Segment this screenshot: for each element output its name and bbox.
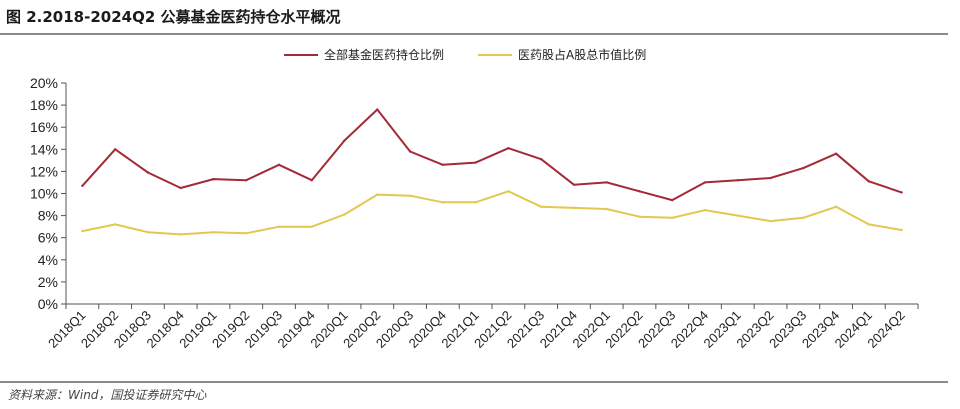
series-line-1 <box>81 108 902 202</box>
series-2-point <box>507 190 510 193</box>
series-2-point <box>539 205 543 208</box>
series-1-point <box>605 181 608 184</box>
series-1-point <box>310 179 313 182</box>
y-axis: 0% 2% 4% 6% 8% 10% 12% 14% 16% 18% 20% <box>30 75 67 312</box>
series-2-point <box>441 201 445 204</box>
series-1-point <box>376 108 379 111</box>
series-1-point <box>179 186 182 190</box>
y-tick-label: 0% <box>38 296 58 312</box>
series-1-point <box>834 152 838 155</box>
y-tick-label: 18% <box>30 97 58 113</box>
series-1-point <box>900 191 903 194</box>
series-2-point <box>146 230 150 234</box>
legend-label-series-1: 全部基金医药持仓比例 <box>324 47 444 62</box>
y-tick-label: 12% <box>30 163 58 179</box>
x-axis: 2018Q12018Q22018Q32018Q42019Q12019Q22019… <box>45 303 919 351</box>
series-1-point <box>212 177 215 181</box>
series-2-point <box>81 229 84 233</box>
series-2-point <box>638 215 641 218</box>
series-1-point <box>572 183 576 186</box>
series-2-point <box>572 206 576 210</box>
series-lines <box>81 108 903 236</box>
series-1-point <box>671 198 674 202</box>
series-1-point <box>408 150 412 153</box>
series-2-point <box>113 223 117 226</box>
series-2-point <box>408 194 412 197</box>
series-2-point <box>605 207 608 211</box>
series-1-point <box>507 146 510 150</box>
series-2-point <box>671 216 674 220</box>
top-rule <box>0 33 948 35</box>
y-tick-label: 8% <box>38 208 58 224</box>
series-1-point <box>245 179 248 182</box>
series-1-point <box>441 163 445 166</box>
series-2-point <box>867 223 871 226</box>
series-1-point <box>736 179 739 182</box>
source-note: 资料来源：Wind，国投证券研究中心 <box>8 388 207 402</box>
series-1-point <box>703 181 707 184</box>
series-line-2 <box>82 190 902 236</box>
y-tick-label: 16% <box>30 119 58 135</box>
series-1-point <box>769 176 772 180</box>
y-tick-label: 20% <box>30 75 58 91</box>
series-2-point <box>474 201 477 204</box>
series-2-point <box>179 233 182 236</box>
series-2-point <box>703 208 707 212</box>
series-1-point <box>474 161 477 164</box>
series-2-point <box>376 193 379 196</box>
y-tick-label: 4% <box>38 252 58 268</box>
series-1-point <box>277 163 281 166</box>
line-chart: 全部基金医药持仓比例 医药股占A股总市值比例 0% 2% 4% 6% 8% 10% 12% 1… <box>30 47 919 351</box>
series-1-point <box>343 139 346 142</box>
y-tick-label: 14% <box>30 141 58 157</box>
legend-label-series-2: 医药股占A股总市值比例 <box>518 47 646 62</box>
series-1-point <box>113 148 117 151</box>
series-1-point <box>802 166 805 170</box>
series-1-point <box>867 180 871 183</box>
series-1-point <box>146 171 150 174</box>
series-2-point <box>277 225 281 228</box>
y-tick-label: 2% <box>38 274 58 290</box>
series-1-point <box>81 184 84 187</box>
series-2-point <box>769 219 772 223</box>
series-2-point <box>736 214 739 217</box>
series-1-point <box>638 190 641 193</box>
series-2-point <box>802 216 805 220</box>
series-2-point <box>245 232 248 235</box>
series-1-point <box>539 158 543 161</box>
y-tick-label: 6% <box>38 230 58 246</box>
series-2-point <box>212 230 215 234</box>
figure-title: 图 2.2018-2024Q2 公募基金医药持仓水平概况 <box>6 8 341 26</box>
series-2-point <box>343 213 346 216</box>
legend: 全部基金医药持仓比例 医药股占A股总市值比例 <box>284 47 646 62</box>
x-tick-label: 2024Q2 <box>864 308 907 351</box>
series-2-point <box>900 228 903 232</box>
series-2-point <box>834 205 838 208</box>
bottom-rule <box>0 381 948 383</box>
y-tick-label: 10% <box>30 186 58 202</box>
series-2-point <box>310 225 313 228</box>
